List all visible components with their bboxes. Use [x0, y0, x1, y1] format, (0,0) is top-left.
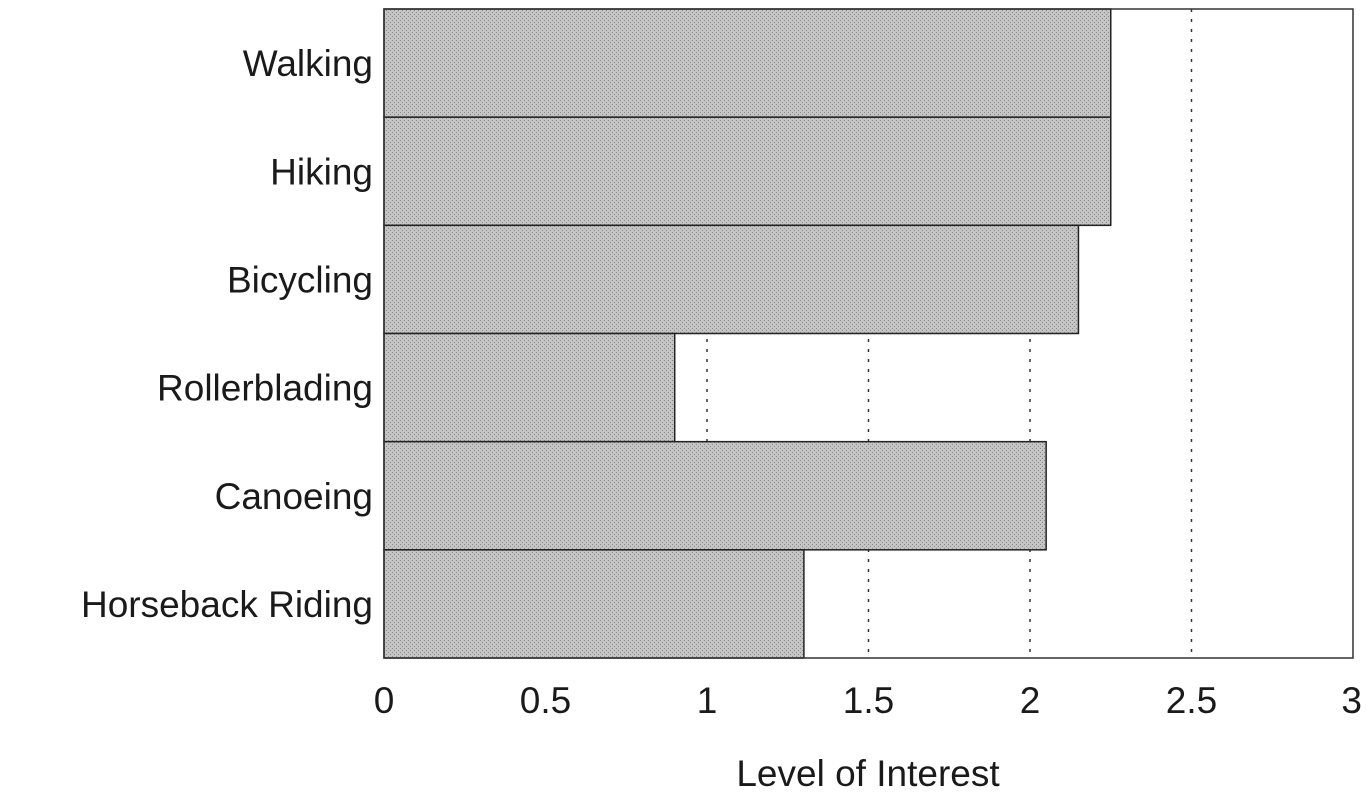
x-tick-label-0.5: 0.5	[520, 680, 571, 721]
bar-hiking	[383, 116, 1112, 227]
bars	[383, 8, 1112, 659]
x-tick-label-1: 1	[697, 680, 718, 721]
x-tick-label-2.5: 2.5	[1166, 680, 1217, 721]
category-label-bicycling: Bicycling	[227, 259, 373, 300]
bar-horseback-riding	[383, 549, 805, 659]
bar-bicycling	[383, 224, 1080, 335]
x-tick-label-1.5: 1.5	[843, 680, 894, 721]
category-label-hiking: Hiking	[270, 151, 373, 192]
plot-frame	[383, 8, 1354, 659]
x-tick-label-3: 3	[1341, 680, 1362, 721]
bar-rollerblading	[383, 332, 676, 443]
bar-walking	[383, 8, 1112, 118]
bar-canoeing	[383, 440, 1047, 551]
x-tick-labels: 0 0.5 1 1.5 2 2.5 3	[374, 680, 1362, 721]
category-labels: Walking Hiking Bicycling Rollerblading Canoe…	[81, 43, 373, 625]
category-label-walking: Walking	[243, 43, 373, 84]
category-label-horseback-riding: Horseback Riding	[81, 584, 373, 625]
x-tick-label-0: 0	[374, 680, 395, 721]
category-label-canoeing: Canoeing	[215, 476, 373, 517]
category-label-rollerblading: Rollerblading	[157, 368, 373, 409]
x-axis-title: Level of Interest	[736, 753, 1000, 792]
x-tick-label-2: 2	[1020, 680, 1041, 721]
